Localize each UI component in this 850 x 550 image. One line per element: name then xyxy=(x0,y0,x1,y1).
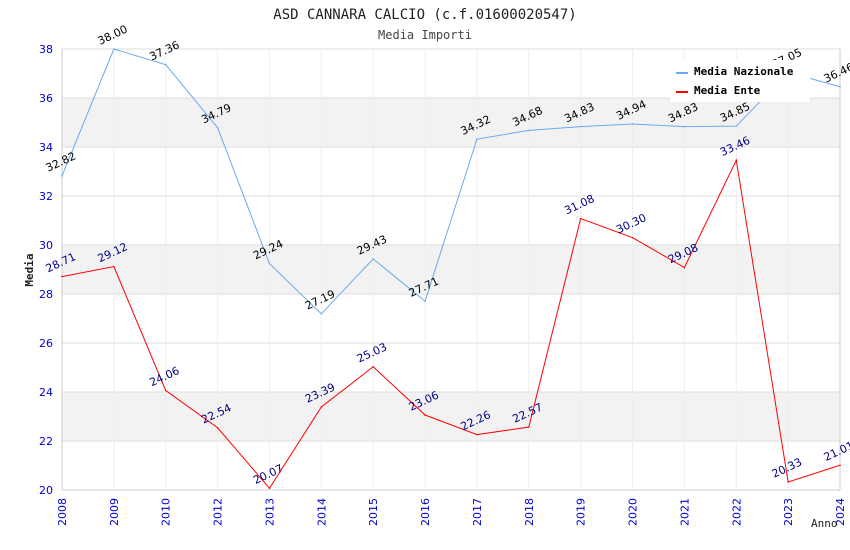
x-tick-label: 2008 xyxy=(56,498,69,526)
data-point xyxy=(683,266,686,269)
legend: Media Nazionale Media Ente xyxy=(670,60,810,102)
y-tick-label: 32 xyxy=(39,190,53,203)
data-point xyxy=(631,236,634,239)
legend-label-nazionale: Media Nazionale xyxy=(694,65,794,78)
x-tick-label: 2012 xyxy=(212,498,225,526)
data-point xyxy=(164,389,167,392)
data-point xyxy=(424,300,426,302)
x-tick-label: 2018 xyxy=(523,498,536,526)
data-point xyxy=(528,129,530,132)
data-label: 36.46 xyxy=(822,60,850,85)
series-line-ente xyxy=(61,158,841,490)
y-tick-label: 20 xyxy=(39,484,53,497)
x-tick-label: 2016 xyxy=(419,498,432,526)
data-point xyxy=(372,258,375,260)
data-point xyxy=(528,426,530,428)
data-point xyxy=(683,125,686,128)
grid-band xyxy=(62,245,840,294)
legend-label-ente: Media Ente xyxy=(694,84,761,97)
data-point xyxy=(735,159,738,162)
data-point xyxy=(61,275,63,278)
y-tick-label: 38 xyxy=(39,43,53,56)
data-point xyxy=(735,125,738,127)
data-point xyxy=(579,125,582,128)
x-tick-label: 2014 xyxy=(315,498,328,526)
x-tick-label: 2019 xyxy=(575,498,588,526)
y-tick-label: 36 xyxy=(39,92,53,105)
grid-band xyxy=(62,392,840,441)
data-point xyxy=(839,85,841,88)
grid-band xyxy=(62,98,840,147)
x-axis-label: Anno xyxy=(811,517,838,530)
y-tick-label: 22 xyxy=(39,435,53,448)
chart-subtitle: Media Importi xyxy=(378,28,472,42)
data-point xyxy=(320,313,323,315)
series-line-nazionale xyxy=(61,48,841,315)
x-tick-label: 2017 xyxy=(471,498,484,526)
x-tick-label: 2009 xyxy=(108,498,121,526)
x-tick-label: 2021 xyxy=(678,498,691,526)
data-point xyxy=(631,123,634,125)
data-point xyxy=(268,487,271,490)
x-tick-label: 2013 xyxy=(263,498,276,526)
data-label: 25.03 xyxy=(355,340,389,365)
x-tick-label: 2010 xyxy=(160,498,173,526)
data-label: 30.30 xyxy=(614,211,648,236)
data-point xyxy=(839,464,841,467)
x-tick-label: 2024 xyxy=(834,498,847,526)
data-point xyxy=(61,175,63,177)
y-tick-label: 28 xyxy=(39,288,53,301)
data-point xyxy=(113,48,115,50)
y-axis-label: Media xyxy=(23,253,36,286)
data-label: 37.36 xyxy=(148,38,182,63)
y-tick-label: 34 xyxy=(39,141,53,154)
data-point xyxy=(372,365,375,368)
data-point xyxy=(320,406,323,408)
x-tick-label: 2023 xyxy=(782,498,795,526)
y-tick-label: 24 xyxy=(39,386,53,399)
chart-title: ASD CANNARA CALCIO (c.f.01600020547) xyxy=(273,7,576,23)
x-tick-label: 2020 xyxy=(627,498,640,526)
data-point xyxy=(579,217,582,220)
y-tick-label: 30 xyxy=(39,239,53,252)
data-point xyxy=(476,138,478,140)
y-tick-label: 26 xyxy=(39,337,53,350)
data-label: 38.00 xyxy=(96,23,130,48)
data-point xyxy=(268,262,271,265)
data-point xyxy=(476,433,478,436)
data-point xyxy=(424,414,426,416)
data-label: 24.06 xyxy=(148,364,182,389)
data-point xyxy=(113,265,115,268)
x-tick-label: 2022 xyxy=(730,498,743,526)
x-tick-label: 2015 xyxy=(367,498,380,526)
data-label: 21.01 xyxy=(822,439,850,464)
data-point xyxy=(216,426,219,429)
data-point xyxy=(164,63,167,66)
data-point xyxy=(216,126,219,129)
data-point xyxy=(787,481,789,483)
data-label: 20.07 xyxy=(251,462,285,487)
